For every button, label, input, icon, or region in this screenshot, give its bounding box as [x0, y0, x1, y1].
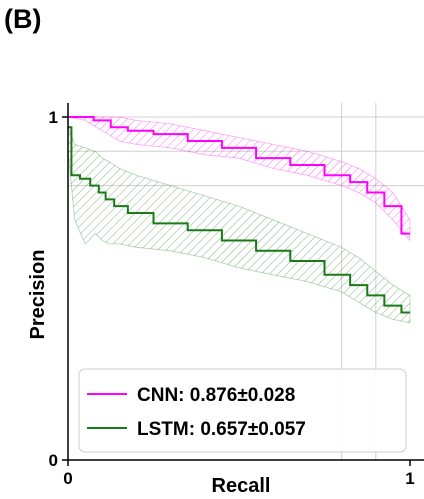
x-tick-label: 0 [63, 469, 72, 488]
y-axis-title: Precision [27, 249, 49, 339]
y-tick-label: 0 [49, 451, 58, 470]
x-axis-title: Recall [212, 475, 271, 497]
confidence-band-0 [67, 116, 411, 242]
legend-box [78, 368, 407, 453]
legend-label: LSTM: 0.657±0.057 [137, 419, 306, 440]
series-line-1 [68, 126, 410, 314]
legend-label: CNN: 0.876±0.028 [137, 385, 295, 406]
panel-label: (B) [4, 4, 42, 34]
legend: CNN: 0.876±0.028 LSTM: 0.657±0.057 [78, 368, 407, 453]
series-lines [68, 116, 410, 314]
series-line-0 [68, 116, 410, 235]
axes: 0 1 0 1 Recall Precision [27, 103, 424, 497]
x-tick-label: 1 [405, 469, 414, 488]
y-tick-label: 1 [49, 108, 58, 127]
